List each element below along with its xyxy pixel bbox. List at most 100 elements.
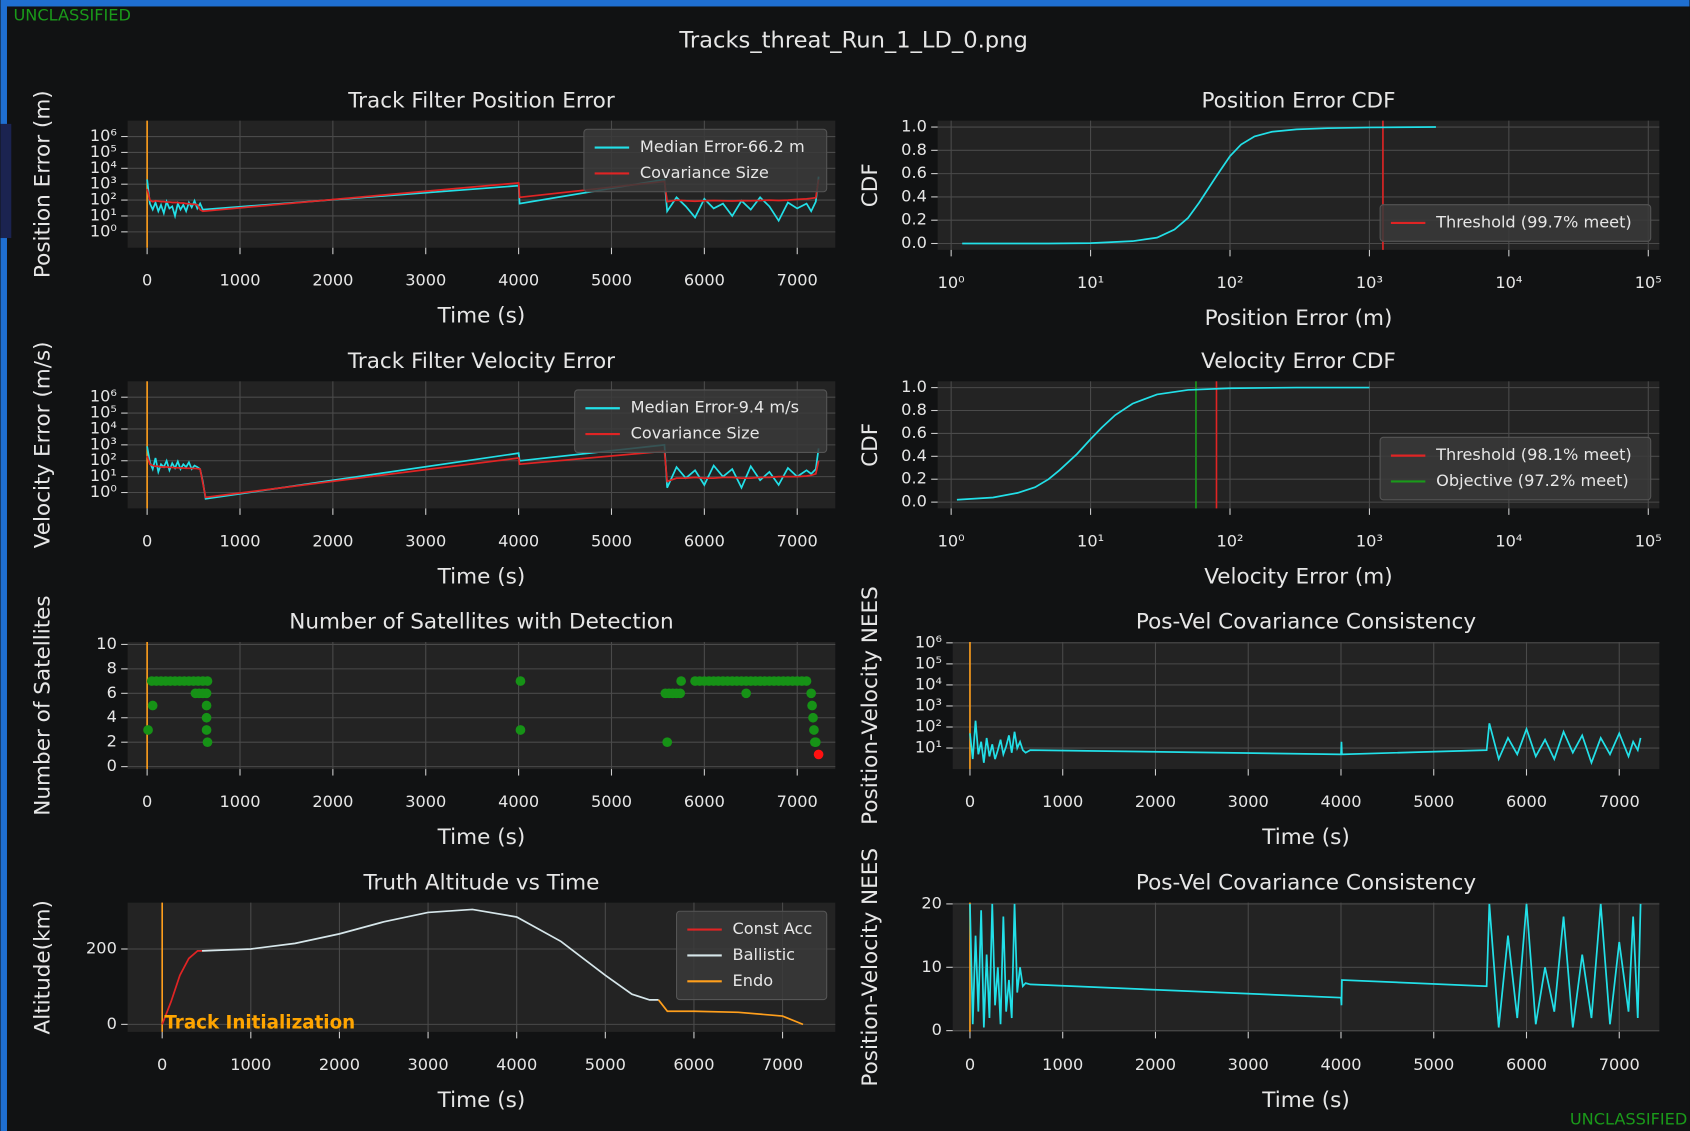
y-axis-label: Position-Velocity NEES xyxy=(858,586,883,825)
y-tick-label: 0.4 xyxy=(901,186,927,205)
x-tick-label: 4000 xyxy=(496,1055,537,1074)
x-tick-label: 6000 xyxy=(1506,1055,1547,1074)
data-line xyxy=(202,908,659,1001)
x-axis-label: Time (s) xyxy=(1261,825,1350,850)
data-point xyxy=(201,712,212,723)
x-tick-label: 1000 xyxy=(1042,792,1083,811)
data-point xyxy=(201,725,212,735)
x-tick-label: 4000 xyxy=(498,792,539,811)
x-tick-label: 10⁴ xyxy=(1495,531,1522,550)
x-tick-label: 5000 xyxy=(591,531,632,550)
y-tick-label: 10² xyxy=(915,717,942,736)
side-tab xyxy=(0,123,12,239)
x-tick-label: 7000 xyxy=(777,531,818,550)
y-tick-label: 0.4 xyxy=(901,446,927,465)
y-tick-label: 10⁵ xyxy=(90,403,117,422)
y-tick-label: 10⁰ xyxy=(90,221,117,240)
legend-label: Ballistic xyxy=(733,945,796,964)
x-tick-label: 2000 xyxy=(312,271,353,290)
x-tick-label: 5000 xyxy=(591,271,632,290)
annotation: Track Initialization xyxy=(164,1012,355,1033)
x-tick-label: 3000 xyxy=(405,271,446,290)
y-tick-label: 10⁴ xyxy=(90,158,117,177)
chart-title: Pos-Vel Covariance Consistency xyxy=(1136,870,1476,895)
legend-box xyxy=(1379,204,1652,242)
x-tick-label: 10² xyxy=(1216,531,1243,550)
chart-title: Track Filter Position Error xyxy=(347,88,615,113)
y-tick-label: 0.8 xyxy=(901,140,927,159)
chart-title: Track Filter Velocity Error xyxy=(347,349,615,374)
legend-box xyxy=(583,128,828,193)
x-tick-label: 10¹ xyxy=(1077,273,1104,292)
data-point xyxy=(515,676,526,686)
y-tick-label: 10⁵ xyxy=(90,142,117,161)
y-tick-label: 10³ xyxy=(90,434,117,453)
data-point xyxy=(143,725,153,735)
chart-title: Position Error CDF xyxy=(1201,88,1395,113)
y-tick-label: 10⁵ xyxy=(915,653,942,672)
y-tick-label: 8 xyxy=(107,658,117,677)
x-axis-label: Time (s) xyxy=(437,564,526,589)
x-tick-label: 1000 xyxy=(219,792,260,811)
y-tick-label: 10¹ xyxy=(90,466,117,485)
data-point xyxy=(147,700,158,711)
x-tick-label: 4000 xyxy=(1320,1055,1361,1074)
x-tick-label: 2000 xyxy=(1135,1055,1176,1074)
data-point xyxy=(202,676,213,686)
data-point xyxy=(675,688,686,699)
data-point xyxy=(201,700,212,711)
data-line xyxy=(146,179,820,213)
left-border xyxy=(0,0,7,1131)
x-tick-label: 1000 xyxy=(219,271,260,290)
legend-label: Covariance Size xyxy=(640,163,769,182)
legend-label: Const Acc xyxy=(733,919,813,938)
chart-title: Pos-Vel Covariance Consistency xyxy=(1136,610,1476,635)
x-tick-label: 6000 xyxy=(684,271,725,290)
x-tick-label: 6000 xyxy=(1506,792,1547,811)
x-tick-label: 3000 xyxy=(1228,1055,1269,1074)
x-tick-label: 10⁴ xyxy=(1495,273,1522,292)
x-tick-label: 5000 xyxy=(1413,792,1454,811)
figure-title: Tracks_threat_Run_1_LD_0.png xyxy=(678,27,1027,53)
x-tick-label: 6000 xyxy=(673,1055,714,1074)
x-axis-label: Position Error (m) xyxy=(1205,306,1393,331)
legend-box xyxy=(1379,436,1652,501)
data-line xyxy=(161,950,203,1025)
y-tick-label: 20 xyxy=(921,893,942,912)
y-axis-label: CDF xyxy=(858,423,883,467)
y-tick-label: 10⁴ xyxy=(915,674,942,693)
x-tick-label: 4000 xyxy=(498,271,539,290)
x-tick-label: 10⁵ xyxy=(1635,273,1662,292)
legend-label: Objective (97.2% meet) xyxy=(1436,471,1629,490)
x-tick-label: 0 xyxy=(965,1055,975,1074)
x-tick-label: 3000 xyxy=(1228,792,1269,811)
data-point xyxy=(809,725,819,735)
y-tick-label: 0 xyxy=(107,756,117,775)
y-axis-label: Velocity Error (m/s) xyxy=(31,341,56,548)
y-tick-label: 10⁰ xyxy=(90,482,117,501)
x-tick-label: 0 xyxy=(965,792,975,811)
x-tick-label: 5000 xyxy=(585,1055,626,1074)
y-tick-label: 0 xyxy=(932,1020,942,1039)
x-tick-label: 1000 xyxy=(219,531,260,550)
y-tick-label: 10³ xyxy=(915,695,942,714)
x-tick-label: 6000 xyxy=(684,531,725,550)
y-axis-label: Position-Velocity NEES xyxy=(858,848,883,1087)
x-tick-label: 7000 xyxy=(1599,1055,1640,1074)
x-tick-label: 10⁰ xyxy=(938,531,965,550)
x-tick-label: 7000 xyxy=(777,271,818,290)
y-axis-label: Position Error (m) xyxy=(31,90,56,278)
x-tick-label: 0 xyxy=(142,792,152,811)
data-line xyxy=(146,450,820,499)
x-tick-label: 10² xyxy=(1216,273,1243,292)
y-tick-label: 1.0 xyxy=(901,377,927,396)
x-tick-label: 10³ xyxy=(1356,531,1383,550)
y-tick-label: 10² xyxy=(90,190,117,209)
x-tick-label: 3000 xyxy=(405,792,446,811)
data-point xyxy=(201,688,212,699)
banner: UNCLASSIFIED xyxy=(1570,1110,1687,1129)
data-point xyxy=(676,676,686,686)
y-tick-label: 10⁶ xyxy=(90,387,117,406)
